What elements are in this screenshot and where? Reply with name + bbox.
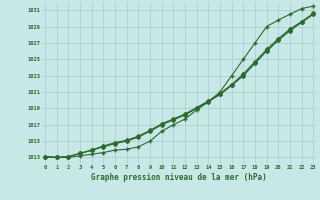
X-axis label: Graphe pression niveau de la mer (hPa): Graphe pression niveau de la mer (hPa): [91, 173, 267, 182]
